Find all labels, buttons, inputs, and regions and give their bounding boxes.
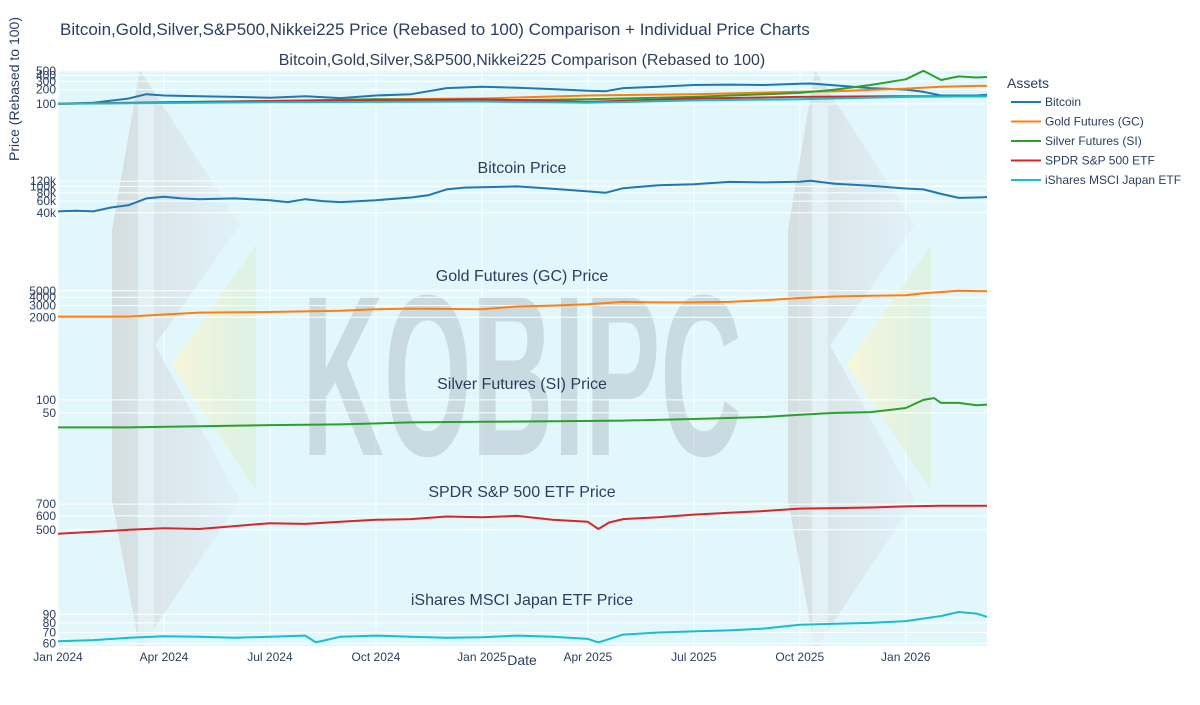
legend-label: Gold Futures (GC): [1045, 115, 1144, 129]
series-line-bitcoin: [58, 82, 987, 105]
watermark-right-triangle: [847, 245, 931, 490]
y-tick-label: 600: [36, 509, 56, 523]
y-tick-label: 2000: [29, 310, 56, 324]
main-title: Bitcoin,Gold,Silver,S&P500,Nikkei225 Pri…: [60, 20, 810, 39]
y-tick-label: 500: [36, 523, 56, 537]
y-tick-label: 100: [36, 393, 56, 407]
y-tick-label: 5000: [29, 284, 56, 298]
x-tick-label: Oct 2024: [352, 650, 401, 664]
x-tick-label: Oct 2025: [775, 650, 824, 664]
legend-item-spdr-s-p-500-etf[interactable]: SPDR S&P 500 ETF: [1011, 154, 1155, 168]
y-tick-label: 80k: [37, 186, 57, 200]
legend: Assets Bitcoin Gold Futures (GC) Silver Fu…: [1007, 75, 1181, 187]
legend-label: Silver Futures (SI): [1045, 134, 1142, 148]
legend-label: SPDR S&P 500 ETF: [1045, 154, 1155, 168]
watermark-text: KOBIPC: [302, 247, 742, 504]
series-line-silver-futures-si: [58, 397, 987, 429]
legend-label: iShares MSCI Japan ETF: [1045, 173, 1181, 187]
series-line-ishares-msci-japan-etf: [58, 611, 987, 644]
series-line-bitcoin: [58, 179, 987, 213]
panel-title-ewj: iShares MSCI Japan ETF Price: [411, 592, 633, 609]
legend-label: Bitcoin: [1045, 95, 1081, 109]
y-tick-label: 100: [36, 97, 56, 111]
series-line-ishares-msci-japan-etf: [58, 95, 987, 105]
watermark-right-bar: [812, 105, 828, 645]
legend-item-bitcoin[interactable]: Bitcoin: [1011, 95, 1081, 109]
y-tick-label: 120k: [30, 174, 57, 188]
series-line-gold-futures-gc: [58, 289, 987, 318]
y-tick-label: 300: [36, 74, 56, 88]
y-tick-label: 3000: [29, 299, 56, 313]
y-tick-label: 400: [36, 68, 56, 82]
x-tick-label: Jul 2024: [247, 650, 293, 664]
y-tick-label: 200: [36, 83, 56, 97]
panel-title-silver: Silver Futures (SI) Price: [437, 376, 607, 393]
x-axis-label: Date: [507, 652, 537, 668]
y-tick-label: 4000: [29, 290, 56, 304]
x-tick-label: Jan 2024: [33, 650, 83, 664]
panel-title-bitcoin: Bitcoin Price: [478, 160, 567, 177]
watermark-logo: KOBIPC: [112, 70, 931, 646]
x-tick-label: Jan 2026: [881, 650, 931, 664]
y-axis-label: Price (Rebased to 100): [6, 17, 22, 161]
x-tick-label: Jan 2025: [457, 650, 507, 664]
y-tick-label: 40k: [37, 206, 57, 220]
y-tick-label: 500: [36, 64, 56, 78]
x-tick-label: Apr 2025: [563, 650, 612, 664]
series-line-spdr-s-p-500-etf: [58, 504, 987, 535]
legend-item-silver-futures-si[interactable]: Silver Futures (SI): [1011, 134, 1142, 148]
panel-title-comparison: Bitcoin,Gold,Silver,S&P500,Nikkei225 Com…: [279, 52, 765, 69]
watermark-left-bar: [138, 105, 154, 645]
x-tick-label: Jul 2025: [671, 650, 717, 664]
y-tick-label: 90: [43, 607, 57, 621]
legend-item-ishares-msci-japan-etf[interactable]: iShares MSCI Japan ETF: [1011, 173, 1181, 187]
y-tick-label: 70: [43, 625, 57, 639]
y-tick-label: 60k: [37, 194, 57, 208]
x-axis-ticks: Jan 2024 Apr 2024 Jul 2024 Oct 2024 Jan 2025…: [33, 650, 930, 664]
watermark-left-triangle: [172, 245, 256, 490]
y-tick-label: 80: [43, 616, 57, 630]
y-tick-label: 700: [36, 497, 56, 511]
panel-title-gold: Gold Futures (GC) Price: [436, 268, 609, 285]
legend-item-gold-futures-gc[interactable]: Gold Futures (GC): [1011, 115, 1144, 129]
chart-panels: 100200300400500Bitcoin,Gold,Silver,S&P50…: [29, 52, 987, 651]
panel-title-spy: SPDR S&P 500 ETF Price: [428, 484, 615, 501]
y-tick-label: 60: [43, 637, 57, 651]
x-tick-label: Apr 2024: [140, 650, 189, 664]
y-tick-label: 100k: [30, 179, 57, 193]
y-tick-label: 50: [43, 406, 57, 420]
legend-title: Assets: [1007, 75, 1049, 91]
